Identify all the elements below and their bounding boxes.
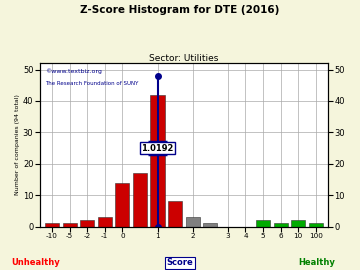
- Bar: [63, 223, 77, 227]
- Text: 1.0192: 1.0192: [141, 144, 174, 153]
- Bar: [291, 220, 305, 227]
- Bar: [98, 217, 112, 227]
- Bar: [45, 223, 59, 227]
- Bar: [203, 223, 217, 227]
- Bar: [133, 173, 147, 227]
- Bar: [80, 220, 94, 227]
- Bar: [168, 201, 182, 227]
- Bar: [150, 95, 165, 227]
- Bar: [274, 223, 288, 227]
- Text: Healthy: Healthy: [298, 258, 335, 267]
- Bar: [256, 220, 270, 227]
- Title: Sector: Utilities: Sector: Utilities: [149, 53, 219, 62]
- Text: Z-Score Histogram for DTE (2016): Z-Score Histogram for DTE (2016): [80, 5, 280, 15]
- Text: Score: Score: [167, 258, 193, 267]
- Text: ©www.textbiz.org: ©www.textbiz.org: [45, 68, 102, 74]
- Y-axis label: Number of companies (94 total): Number of companies (94 total): [15, 94, 20, 195]
- Text: Unhealthy: Unhealthy: [12, 258, 60, 267]
- Bar: [309, 223, 323, 227]
- Bar: [186, 217, 200, 227]
- Text: The Research Foundation of SUNY: The Research Foundation of SUNY: [45, 81, 139, 86]
- Bar: [115, 183, 129, 227]
